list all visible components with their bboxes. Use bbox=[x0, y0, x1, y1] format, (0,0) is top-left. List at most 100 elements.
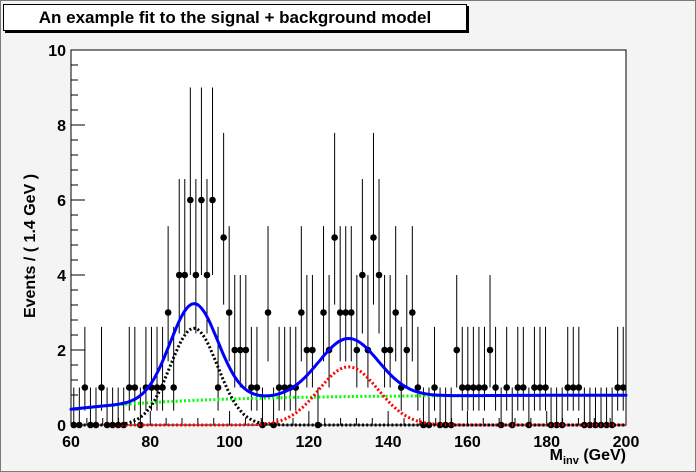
data-marker bbox=[614, 384, 621, 391]
data-marker bbox=[486, 346, 494, 354]
data-marker bbox=[359, 271, 366, 279]
data-point bbox=[409, 226, 416, 362]
data-marker bbox=[275, 384, 283, 391]
data-point bbox=[275, 326, 283, 411]
data-point bbox=[220, 132, 227, 305]
data-point bbox=[303, 275, 311, 388]
data-point bbox=[320, 226, 327, 362]
data-marker bbox=[309, 346, 316, 354]
y-tick-label: 10 bbox=[48, 43, 66, 60]
data-point bbox=[231, 275, 239, 388]
data-marker bbox=[92, 421, 100, 429]
data-point bbox=[264, 226, 272, 362]
x-tick-label: 160 bbox=[454, 434, 481, 451]
data-marker bbox=[431, 384, 438, 391]
data-marker bbox=[214, 384, 222, 391]
x-tick-label: 180 bbox=[533, 434, 560, 451]
data-marker bbox=[592, 421, 599, 429]
data-marker bbox=[575, 384, 583, 391]
data-point bbox=[125, 326, 133, 411]
data-marker bbox=[198, 196, 205, 204]
data-marker bbox=[514, 384, 522, 391]
data-point bbox=[253, 326, 261, 411]
fit-curves bbox=[69, 302, 628, 427]
data-point bbox=[486, 275, 494, 388]
data-marker bbox=[558, 421, 566, 429]
data-marker bbox=[164, 309, 172, 316]
data-marker bbox=[175, 271, 183, 279]
data-marker bbox=[187, 196, 194, 204]
data-marker bbox=[458, 384, 466, 391]
x-axis: 60 80 100 120 140 160 180 200 bbox=[62, 411, 639, 451]
total-fit-curve bbox=[69, 302, 628, 411]
chart-title: An example fit to the signal + backgroun… bbox=[3, 4, 467, 31]
data-point bbox=[164, 226, 172, 362]
data-marker bbox=[137, 421, 144, 429]
x-tick-label: 200 bbox=[613, 434, 640, 451]
data-marker bbox=[281, 384, 288, 391]
data-point bbox=[192, 178, 200, 334]
data-marker bbox=[192, 271, 200, 279]
data-marker bbox=[103, 421, 111, 429]
x-axis-label: Minv (GeV) bbox=[550, 447, 626, 467]
data-marker bbox=[531, 384, 538, 391]
data-point bbox=[98, 326, 105, 411]
data-points bbox=[70, 87, 627, 429]
y-tick-label: 8 bbox=[57, 118, 66, 135]
data-point bbox=[525, 387, 533, 429]
data-marker bbox=[76, 421, 83, 429]
data-marker bbox=[264, 309, 272, 316]
data-point bbox=[281, 326, 288, 411]
data-marker bbox=[414, 384, 422, 391]
x-tick-label: 60 bbox=[62, 434, 80, 451]
data-marker bbox=[425, 421, 433, 429]
data-point bbox=[81, 326, 89, 411]
data-point bbox=[187, 87, 194, 275]
data-point bbox=[614, 326, 621, 411]
data-marker bbox=[375, 271, 383, 279]
data-point bbox=[414, 326, 422, 411]
data-point bbox=[314, 387, 322, 429]
data-point bbox=[209, 87, 216, 275]
data-point bbox=[175, 178, 183, 334]
y-axis-label: Events / ( 1.4 GeV ) bbox=[22, 174, 39, 318]
data-marker bbox=[203, 271, 211, 279]
data-marker bbox=[81, 384, 89, 391]
data-marker bbox=[242, 346, 250, 354]
data-marker bbox=[386, 346, 394, 354]
data-marker bbox=[392, 309, 399, 316]
y-tick-label: 4 bbox=[57, 268, 66, 285]
data-marker bbox=[170, 384, 177, 391]
data-marker bbox=[536, 384, 544, 391]
y-tick-label: 0 bbox=[57, 418, 66, 435]
data-marker bbox=[209, 196, 216, 204]
data-marker bbox=[503, 384, 510, 391]
data-marker bbox=[619, 384, 627, 391]
data-point bbox=[392, 226, 399, 362]
data-marker bbox=[342, 309, 350, 316]
data-point bbox=[336, 226, 344, 362]
data-marker bbox=[131, 384, 139, 391]
data-marker bbox=[370, 234, 377, 241]
data-marker bbox=[464, 384, 472, 391]
data-point bbox=[198, 87, 205, 275]
data-marker bbox=[98, 384, 105, 391]
data-marker bbox=[542, 384, 549, 391]
data-marker bbox=[470, 384, 477, 391]
data-point bbox=[370, 132, 377, 305]
data-marker bbox=[125, 384, 133, 391]
data-point bbox=[375, 178, 383, 334]
data-marker bbox=[409, 309, 416, 316]
data-point bbox=[619, 326, 627, 411]
data-marker bbox=[608, 421, 616, 429]
plot-frame bbox=[70, 49, 627, 426]
y-axis: 0 2 4 6 8 10 bbox=[48, 43, 85, 435]
signal-peak-2-curve bbox=[71, 365, 626, 427]
x-tick-label: 120 bbox=[296, 434, 323, 451]
data-marker bbox=[336, 309, 344, 316]
data-marker bbox=[453, 346, 461, 354]
data-marker bbox=[569, 384, 577, 391]
data-point bbox=[248, 326, 255, 411]
